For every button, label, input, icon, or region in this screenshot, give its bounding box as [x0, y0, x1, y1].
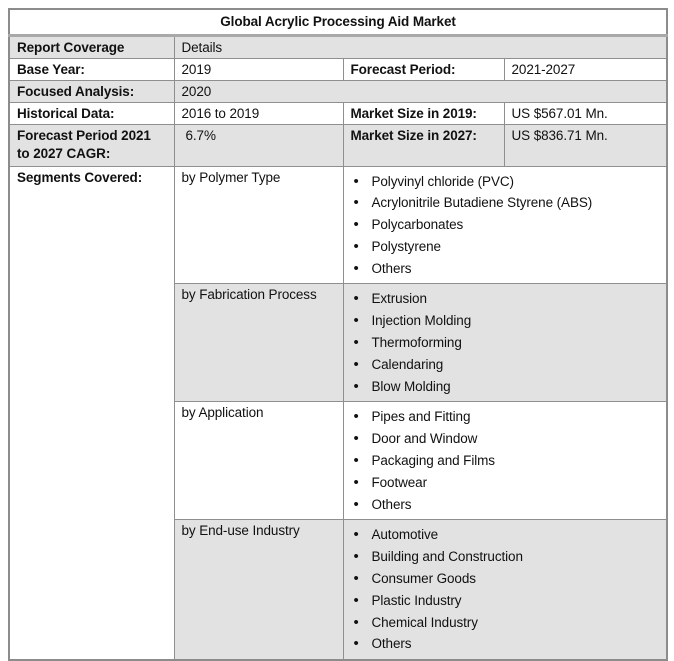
list-item: Building and Construction	[351, 546, 660, 568]
segment-items-cell: Polyvinyl chloride (PVC) Acrylonitrile B…	[342, 165, 668, 285]
list-item: Pipes and Fitting	[351, 406, 660, 428]
list-item: Packaging and Films	[351, 450, 660, 472]
list-item: Footwear	[351, 472, 660, 494]
list-item: Calendaring	[351, 354, 660, 376]
base-year-value: 2019	[173, 57, 344, 81]
list-item: Door and Window	[351, 428, 660, 450]
market-report-table: Global Acrylic Processing Aid Market Rep…	[8, 8, 669, 661]
segment-row-application: by Application Pipes and Fitting Door an…	[9, 401, 668, 521]
list-item: Plastic Industry	[351, 590, 660, 612]
segment-items-cell: Automotive Building and Construction Con…	[342, 519, 668, 661]
list-item: Polycarbonates	[351, 214, 660, 236]
segment-group-label: by Polymer Type	[173, 165, 344, 285]
list-item: Polyvinyl chloride (PVC)	[351, 171, 660, 193]
list-item: Polystyrene	[351, 236, 660, 258]
base-year-label: Base Year:	[8, 57, 175, 81]
list-item: Blow Molding	[351, 376, 660, 398]
page-title: Global Acrylic Processing Aid Market	[8, 8, 668, 37]
report-coverage-value: Details	[173, 34, 668, 59]
segment-items-cell: Extrusion Injection Molding Thermoformin…	[342, 283, 668, 403]
list-item: Others	[351, 494, 660, 516]
market-size-2019-label: Market Size in 2019:	[342, 101, 505, 125]
list-item: Others	[351, 633, 660, 655]
segment-group-label: by Fabrication Process	[173, 283, 344, 403]
focused-analysis-value: 2020	[173, 79, 668, 103]
market-size-2027-label: Market Size in 2027:	[342, 123, 505, 167]
list-item: Thermoforming	[351, 332, 660, 354]
forecast-period-value: 2021-2027	[503, 57, 668, 81]
market-size-2019-value: US $567.01 Mn.	[503, 101, 668, 125]
cagr-value: 6.7%	[173, 123, 344, 167]
forecast-period-label: Forecast Period:	[342, 57, 505, 81]
market-size-2027-value: US $836.71 Mn.	[503, 123, 668, 167]
list-item: Others	[351, 258, 660, 280]
list-item: Acrylonitrile Butadiene Styrene (ABS)	[351, 192, 660, 214]
historical-data-label: Historical Data:	[8, 101, 175, 125]
list-item: Automotive	[351, 524, 660, 546]
segment-items-list: Pipes and Fitting Door and Window Packag…	[351, 404, 660, 518]
table-row: Historical Data: 2016 to 2019 Market Siz…	[8, 101, 668, 125]
segment-items-list: Polyvinyl chloride (PVC) Acrylonitrile B…	[351, 169, 660, 283]
table-row: Forecast Period 2021 to 2027 CAGR: 6.7% …	[8, 123, 668, 167]
list-item: Chemical Industry	[351, 612, 660, 634]
table-title-row: Global Acrylic Processing Aid Market	[8, 8, 668, 37]
segment-items-cell: Pipes and Fitting Door and Window Packag…	[342, 401, 668, 521]
segment-group-label: by Application	[173, 401, 344, 521]
focused-analysis-label: Focused Analysis:	[8, 79, 175, 103]
list-item: Consumer Goods	[351, 568, 660, 590]
segment-items-list: Extrusion Injection Molding Thermoformin…	[351, 286, 660, 400]
segments-covered-label: Segments Covered:	[8, 165, 175, 661]
segment-items-list: Automotive Building and Construction Con…	[351, 522, 660, 658]
segment-row-fabrication-process: by Fabrication Process Extrusion Injecti…	[9, 283, 668, 403]
cagr-label: Forecast Period 2021 to 2027 CAGR:	[8, 123, 175, 167]
list-item: Injection Molding	[351, 310, 660, 332]
table-row: Base Year: 2019 Forecast Period: 2021-20…	[8, 57, 668, 81]
table-row: Focused Analysis: 2020	[8, 79, 668, 103]
historical-data-value: 2016 to 2019	[173, 101, 344, 125]
table-row: Report Coverage Details	[8, 34, 668, 59]
segment-row-polymer-type: Segments Covered: by Polymer Type Polyvi…	[8, 165, 668, 661]
segment-group-label: by End-use Industry	[173, 519, 344, 661]
report-coverage-label: Report Coverage	[8, 34, 175, 59]
list-item: Extrusion	[351, 288, 660, 310]
